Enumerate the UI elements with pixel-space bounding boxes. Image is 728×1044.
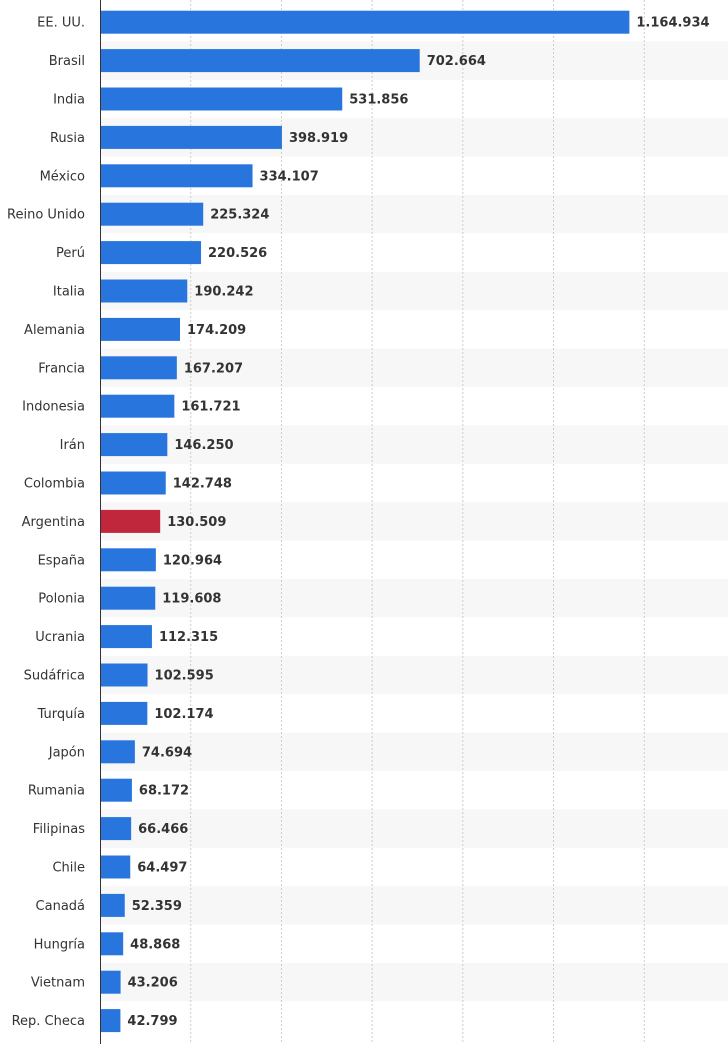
category-label: Reino Unido — [7, 208, 85, 223]
value-label: 130.509 — [167, 515, 226, 530]
category-label: Italia — [53, 285, 85, 300]
value-label: 68.172 — [139, 784, 189, 799]
category-label: Chile — [52, 861, 85, 876]
value-label: 119.608 — [162, 592, 221, 607]
category-label: Ucrania — [35, 630, 85, 645]
bar — [101, 433, 168, 457]
category-label: Rep. Checa — [12, 1014, 85, 1029]
value-label: 48.868 — [130, 937, 180, 952]
category-label: España — [38, 553, 85, 568]
value-label: 42.799 — [127, 1014, 177, 1029]
row-band — [100, 809, 728, 848]
category-label: India — [53, 93, 85, 108]
bar — [101, 970, 121, 994]
value-label: 64.497 — [137, 861, 187, 876]
row-band — [100, 886, 728, 925]
value-label: 190.242 — [194, 285, 253, 300]
bar — [101, 548, 156, 572]
value-label: 220.526 — [208, 246, 267, 261]
bar — [101, 1009, 121, 1033]
category-label: Turquía — [37, 707, 85, 722]
value-label: 334.107 — [260, 169, 319, 184]
value-label: 66.466 — [138, 822, 188, 837]
bar — [101, 87, 343, 111]
category-label: Indonesia — [22, 400, 85, 415]
category-label: Vietnam — [31, 976, 85, 991]
value-label: 1.164.934 — [636, 16, 709, 31]
row-band — [100, 655, 728, 695]
category-label: Hungría — [34, 937, 85, 952]
row-band — [100, 963, 728, 1002]
bar — [101, 817, 132, 841]
value-label: 102.595 — [155, 669, 214, 684]
bar — [101, 164, 253, 188]
value-label: 52.359 — [132, 899, 182, 914]
bars — [101, 10, 630, 1033]
bar — [101, 49, 420, 73]
category-label: Alemania — [24, 323, 85, 338]
bar — [101, 10, 630, 34]
row-band — [100, 195, 728, 234]
value-labels: 1.164.934 702.664 531.856 398.919 334.107 225… — [127, 16, 709, 1029]
value-label: 225.324 — [210, 208, 269, 223]
category-label: Perú — [56, 246, 85, 261]
category-label: Polonia — [38, 592, 85, 607]
category-label: Colombia — [24, 477, 85, 492]
value-label: 146.250 — [174, 438, 233, 453]
row-band — [100, 732, 728, 771]
value-label: 174.209 — [187, 323, 246, 338]
row-band — [100, 579, 728, 618]
category-label: México — [40, 169, 85, 184]
category-label: Filipinas — [33, 822, 85, 837]
bar — [101, 394, 175, 418]
category-label: Brasil — [49, 54, 85, 69]
value-label: 74.694 — [142, 745, 192, 760]
value-label: 102.174 — [154, 707, 213, 722]
category-label: Irán — [60, 438, 85, 453]
value-label: 167.207 — [184, 361, 243, 376]
category-label: Sudáfrica — [24, 669, 85, 684]
category-label: Argentina — [22, 515, 85, 530]
bar — [101, 471, 166, 495]
bar — [101, 241, 202, 265]
bar — [101, 740, 135, 764]
bar — [101, 586, 156, 610]
bar — [101, 125, 282, 149]
category-label: Canadá — [36, 899, 85, 914]
bar — [101, 202, 204, 226]
value-label: 43.206 — [128, 976, 178, 991]
row-band — [100, 425, 728, 464]
value-label: 142.748 — [173, 477, 232, 492]
value-label: 398.919 — [289, 131, 348, 146]
bar — [101, 279, 188, 303]
row-bands — [100, 41, 728, 1002]
bar — [101, 663, 148, 687]
category-labels: EE. UU. Brasil India Rusia México Reino Unido… — [7, 16, 85, 1029]
row-band — [100, 502, 728, 541]
value-label: 702.664 — [427, 54, 486, 69]
bar — [101, 855, 131, 879]
category-label: Rumania — [28, 784, 85, 799]
value-label: 112.315 — [159, 630, 218, 645]
value-label: 120.964 — [163, 553, 222, 568]
bar — [101, 625, 152, 649]
bar — [101, 893, 125, 917]
category-label: Rusia — [50, 131, 85, 146]
value-label: 531.856 — [349, 93, 408, 108]
category-label: EE. UU. — [37, 16, 85, 31]
category-label: Japón — [48, 745, 85, 760]
bar — [101, 778, 132, 802]
category-label: Francia — [38, 361, 85, 376]
bar — [101, 356, 177, 380]
row-band — [100, 271, 728, 311]
bar — [101, 932, 124, 956]
bar — [101, 701, 148, 725]
row-band — [100, 348, 728, 387]
value-label: 161.721 — [181, 400, 240, 415]
bar — [101, 317, 181, 341]
bar — [101, 509, 161, 533]
